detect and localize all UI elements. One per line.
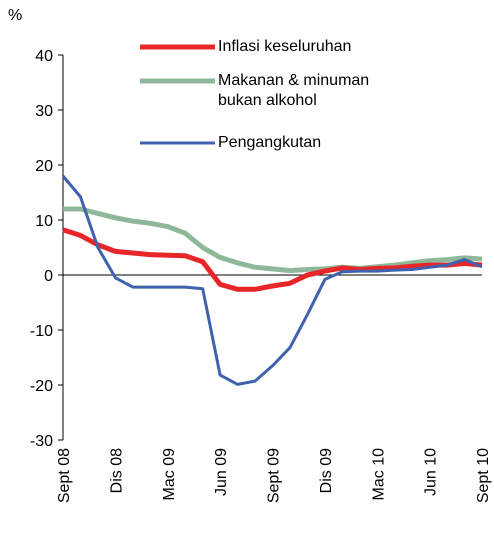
series-line — [63, 206, 483, 274]
y-tick-label: 10 — [35, 213, 53, 230]
legend-label: Pengangkutan — [218, 134, 322, 151]
y-tick-label: 20 — [35, 158, 53, 175]
x-tick-label: Sept 08 — [56, 448, 73, 503]
x-tick-label: Sept 09 — [266, 448, 283, 503]
series-line — [62, 227, 483, 292]
y-axis-label: % — [8, 7, 22, 24]
legend-label: Inflasi keseluruhan — [218, 38, 352, 55]
y-tick-label: 0 — [44, 268, 53, 285]
series-line — [61, 175, 483, 386]
x-tick-label: Sept 10 — [475, 448, 492, 503]
y-tick-label: 40 — [35, 48, 53, 65]
x-tick-label: Jun 09 — [213, 448, 230, 496]
legend-label: Makanan & minuman bukan alkohol — [218, 72, 370, 109]
y-tick-label: -20 — [30, 378, 53, 395]
y-tick-label: 30 — [35, 103, 53, 120]
x-tick-label: Jun 10 — [423, 448, 440, 496]
x-tick-label: Dis 09 — [318, 448, 335, 493]
x-tick-label: Mac 10 — [370, 448, 387, 501]
y-tick-label: -10 — [30, 323, 53, 340]
y-tick-label: -30 — [30, 433, 53, 450]
x-tick-label: Dis 08 — [108, 448, 125, 493]
x-tick-label: Mac 09 — [161, 448, 178, 501]
